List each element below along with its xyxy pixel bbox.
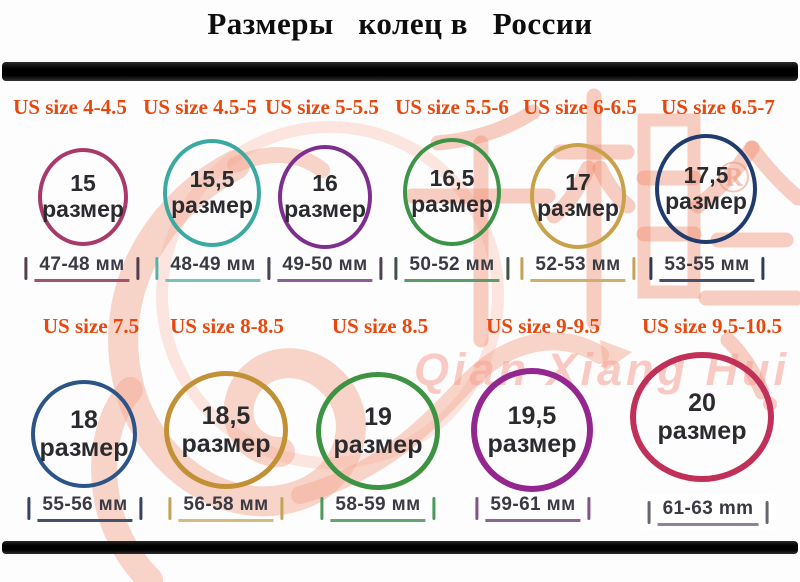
ring-size-number: 16,5: [429, 165, 475, 192]
ring-size-word: размер: [39, 434, 129, 462]
range-tick-left: [24, 256, 28, 280]
ring-circle: 17,5 размер: [655, 134, 757, 244]
ring-size-word: размер: [42, 196, 124, 222]
ring-circle: 15 размер: [38, 148, 128, 246]
ring-circle: 20 размер: [630, 352, 774, 482]
ring-circle: 16,5 размер: [403, 138, 501, 246]
mm-range-label: 56-58 мм: [168, 494, 284, 522]
us-size-label: US size 9.5-10.5: [642, 314, 782, 338]
ring-size-word: размер: [487, 430, 577, 458]
range-tick-left: [168, 496, 172, 520]
ring-circle: 17 размер: [530, 143, 626, 249]
range-text: 59-61 мм: [485, 494, 581, 522]
ring-size-number: 15: [70, 170, 96, 197]
range-text: 58-59 мм: [330, 494, 426, 522]
range-tick-left: [475, 496, 479, 520]
ring-size-number: 18: [70, 406, 98, 434]
bottom-divider-bar: [2, 541, 798, 554]
range-tick-right: [432, 496, 436, 520]
range-tick-right: [280, 496, 284, 520]
us-size-label: US size 8.5: [331, 314, 429, 338]
range-tick-right: [139, 496, 143, 520]
ring-size-word: размер: [657, 417, 747, 445]
mm-range-label: 53-55 мм: [649, 254, 765, 282]
range-text: 47-48 мм: [34, 254, 130, 282]
range-text: 52-53 мм: [530, 254, 626, 282]
mm-range-label: 47-48 мм: [24, 254, 140, 282]
ring-size-number: 15,5: [189, 166, 235, 193]
us-size-label: US size 5-5.5: [265, 95, 379, 119]
range-tick-right: [761, 256, 765, 280]
us-size-label: US size 8-8.5: [170, 314, 284, 338]
ring-circle: 19 размер: [316, 372, 440, 490]
ring-size-number: 20: [688, 389, 716, 417]
us-size-label: US size 9-9.5: [486, 314, 600, 338]
mm-range-label: 58-59 мм: [320, 494, 436, 522]
ring-size-word: размер: [537, 195, 619, 221]
ring-circle: 18,5 размер: [164, 371, 288, 489]
range-tick-left: [155, 256, 159, 280]
ring-size-number: 19: [364, 403, 392, 431]
ring-circle: 18 размер: [31, 380, 137, 488]
range-tick-right: [506, 256, 510, 280]
ring-size-word: размер: [284, 196, 366, 222]
range-tick-left: [267, 256, 271, 280]
mm-range-label: 52-53 мм: [520, 254, 636, 282]
range-tick-left: [647, 500, 651, 524]
range-text: 56-58 мм: [178, 494, 274, 522]
range-text: 55-56 мм: [37, 494, 133, 522]
range-tick-right: [587, 496, 591, 520]
ring-circle: 16 размер: [278, 145, 372, 249]
range-tick-left: [394, 256, 398, 280]
mm-range-label: 49-50 мм: [267, 254, 383, 282]
us-size-label: US size 4.5-5: [143, 95, 257, 119]
range-tick-left: [320, 496, 324, 520]
ring-size-word: размер: [333, 431, 423, 459]
us-size-label: US size 7.5: [42, 314, 140, 338]
ring-size-word: размер: [181, 430, 271, 458]
ring-size-number: 16: [312, 170, 338, 197]
range-text: 61-63 mm: [657, 498, 759, 526]
range-tick-right: [765, 500, 769, 524]
ring-size-word: размер: [665, 188, 747, 214]
page-title: Размеры колец в России: [207, 6, 593, 41]
range-text: 50-52 мм: [404, 254, 500, 282]
ring-size-number: 19,5: [507, 402, 557, 430]
ring-size-number: 17: [565, 169, 591, 196]
ring-size-word: размер: [411, 191, 493, 217]
mm-range-label: 55-56 мм: [27, 494, 143, 522]
mm-range-label: 59-61 мм: [475, 494, 591, 522]
range-tick-right: [379, 256, 383, 280]
us-size-label: US size 4-4.5: [13, 95, 127, 119]
range-tick-right: [136, 256, 140, 280]
top-divider-bar: [2, 62, 798, 81]
us-size-label: US size 6-6.5: [523, 95, 637, 119]
ring-size-word: размер: [171, 192, 253, 218]
us-size-label: US size 5.5-6: [395, 95, 509, 119]
range-tick-left: [649, 256, 653, 280]
mm-range-label: 48-49 мм: [155, 254, 271, 282]
range-tick-left: [520, 256, 524, 280]
ring-size-number: 17,5: [683, 162, 729, 189]
us-size-label: US size 6.5-7: [661, 95, 775, 119]
range-tick-right: [632, 256, 636, 280]
mm-range-label: 61-63 mm: [639, 494, 777, 530]
ring-size-number: 18,5: [201, 402, 251, 430]
range-text: 49-50 мм: [277, 254, 373, 282]
ring-circle: 15,5 размер: [163, 139, 261, 247]
mm-range-label: 50-52 мм: [394, 254, 510, 282]
range-text: 48-49 мм: [165, 254, 261, 282]
range-tick-left: [27, 496, 31, 520]
range-text: 53-55 мм: [659, 254, 755, 282]
ring-circle: 19,5 размер: [471, 368, 593, 492]
